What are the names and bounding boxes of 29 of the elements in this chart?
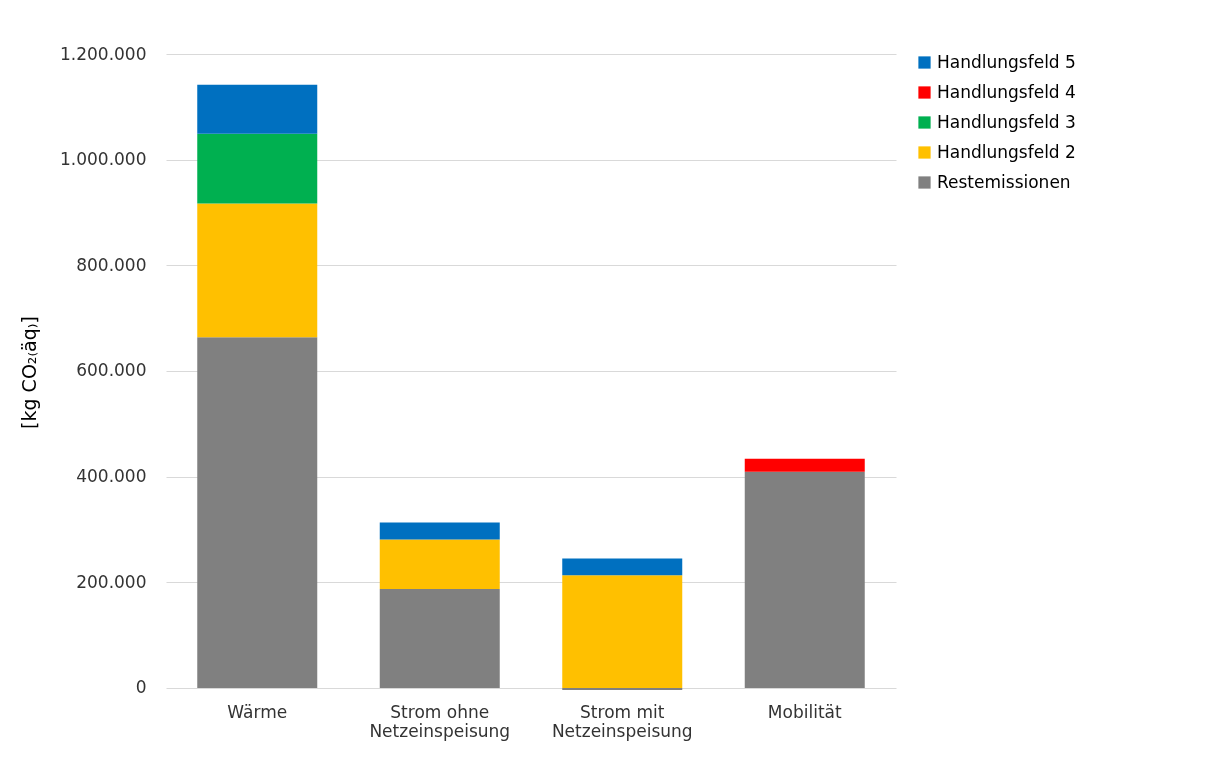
y-tick-label: 200.000: [76, 571, 147, 592]
bar: [197, 133, 318, 204]
bar: [379, 522, 500, 540]
bar: [744, 471, 865, 688]
y-tick-label: 0: [135, 677, 147, 698]
y-tick-label: 400.000: [76, 466, 147, 487]
bar: [379, 539, 500, 590]
bar: [197, 84, 318, 134]
y-tick-label: 800.000: [76, 254, 147, 275]
legend-label: Handlungsfeld 3: [937, 111, 1076, 132]
y-axis-title: [kg CO₂₍äq₎]: [17, 316, 40, 429]
bar: [197, 203, 318, 338]
bar: [379, 589, 500, 688]
bar: [562, 687, 683, 690]
bar: [197, 337, 318, 688]
legend-label: Handlungsfeld 5: [937, 51, 1076, 72]
bar: [562, 558, 683, 576]
y-tick-label: 600.000: [76, 360, 147, 381]
y-tick-label: 1.200.000: [59, 43, 147, 64]
x-tick-label: Mobilität: [767, 701, 842, 722]
bar: [744, 458, 865, 472]
x-tick-label: Wärme: [227, 701, 288, 722]
y-tick-label: 1.000.000: [59, 149, 147, 170]
legend-label: Restemissionen: [937, 171, 1071, 192]
x-tick-label: Strom ohne Netzeinspeisung: [369, 701, 511, 741]
bar: [562, 575, 683, 688]
legend-label: Handlungsfeld 4: [937, 81, 1076, 102]
x-tick-label: Strom mit Netzeinspeisung: [551, 701, 693, 741]
legend-label: Handlungsfeld 2: [937, 141, 1076, 162]
